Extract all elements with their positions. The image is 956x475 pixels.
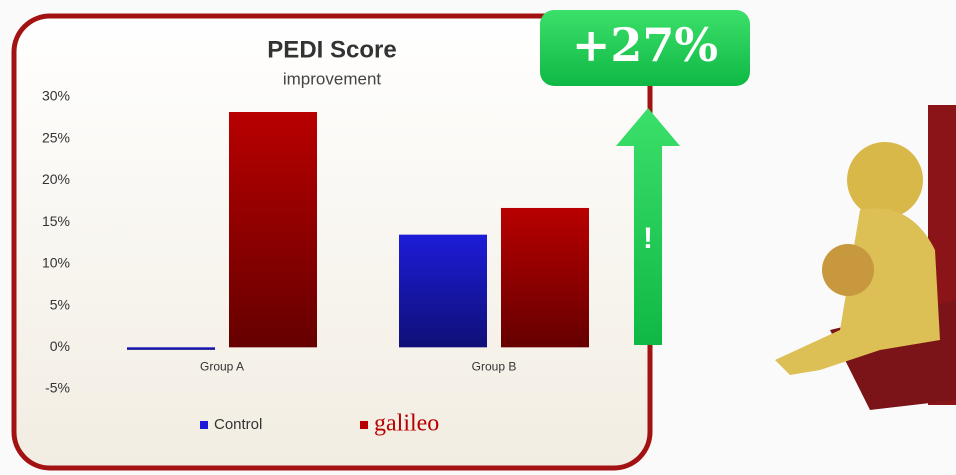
chart-subtitle: improvement: [283, 69, 382, 88]
slide: PEDI Score improvement -5% 0% 5% 10% 15% 20% 2…: [0, 0, 956, 475]
y-tick-label: 20%: [42, 171, 70, 187]
y-tick-label: -5%: [45, 380, 70, 396]
legend-swatch: [360, 421, 368, 429]
chart-title: PEDI Score: [267, 36, 396, 63]
bar-shade: [127, 347, 215, 350]
arrow-label: !: [643, 222, 653, 255]
y-tick-label: 0%: [50, 338, 70, 354]
bar-shade: [399, 235, 487, 348]
bar-shade: [501, 208, 589, 347]
legend-swatch: [200, 421, 208, 429]
legend-label: galileo: [374, 411, 439, 437]
y-tick-label: 30%: [42, 88, 70, 104]
y-tick-label: 5%: [50, 296, 70, 312]
legend-label: Control: [214, 416, 262, 433]
x-tick-label: Group A: [200, 359, 244, 373]
y-tick-label: 25%: [42, 129, 70, 145]
x-tick-label: Group B: [472, 359, 517, 373]
bar-shade: [229, 112, 317, 347]
y-tick-label: 10%: [42, 255, 70, 271]
badge-text: +27%: [572, 18, 718, 72]
y-tick-label: 15%: [42, 213, 70, 229]
